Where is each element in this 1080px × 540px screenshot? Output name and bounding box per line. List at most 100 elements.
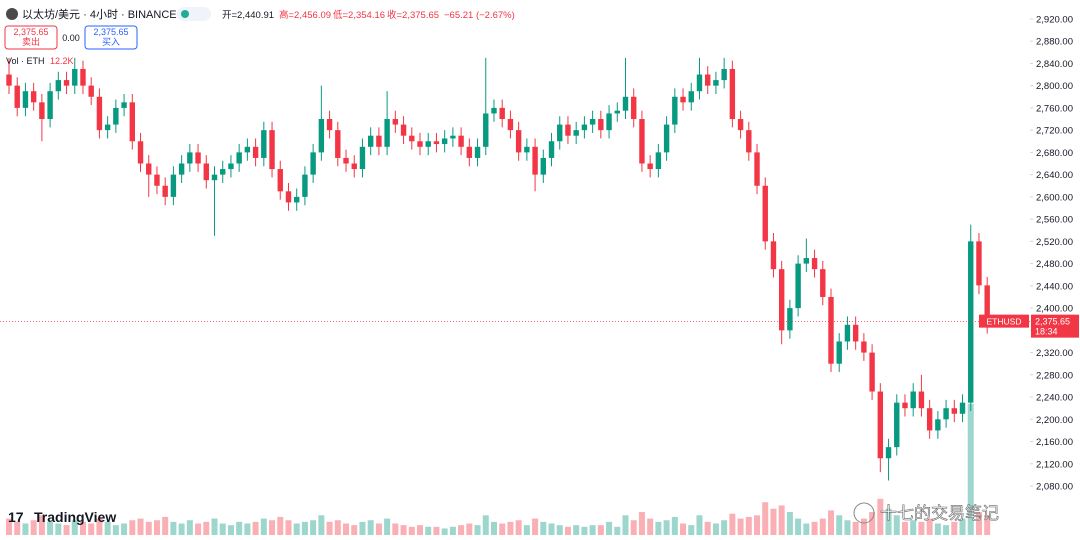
- candle-body: [959, 402, 966, 414]
- symbol-tag: [979, 314, 1029, 328]
- candle-body: [918, 391, 925, 409]
- volume-bar: [112, 525, 119, 535]
- volume-bar: [343, 523, 350, 535]
- candle-body: [902, 402, 908, 409]
- volume-bar: [326, 521, 333, 535]
- volume-bar: [885, 508, 892, 535]
- volume-bar: [466, 523, 473, 535]
- volume-bar: [901, 521, 908, 535]
- candle-body: [885, 447, 892, 459]
- candle-body: [655, 152, 662, 170]
- volume-bar: [597, 525, 604, 535]
- candle-body: [22, 91, 29, 108]
- candle-body: [261, 130, 267, 158]
- volume-bar: [926, 518, 933, 535]
- candle-body: [581, 124, 588, 131]
- candle-body: [302, 174, 308, 197]
- candle-body: [318, 119, 325, 153]
- candle-body: [721, 68, 727, 81]
- candle-body: [129, 102, 135, 142]
- candle-body: [565, 124, 571, 136]
- candle-body: [540, 157, 546, 175]
- volume-bar: [433, 526, 440, 535]
- ohlc-item: 开=2,440.91: [222, 10, 274, 21]
- candle-body: [499, 107, 505, 120]
- candle-body: [441, 138, 448, 145]
- volume-bar: [507, 521, 514, 535]
- y-tick-label: 2,800.00: [1036, 81, 1073, 92]
- volume-bar: [984, 514, 991, 535]
- volume-bar: [729, 513, 736, 535]
- y-tick-label: 2,680.00: [1036, 148, 1073, 159]
- candle-body: [384, 119, 390, 147]
- candle-body: [737, 119, 744, 131]
- y-tick-label: 2,920.00: [1036, 14, 1073, 25]
- sell-label: 卖出: [22, 36, 40, 47]
- volume-bar: [47, 521, 54, 535]
- candle-body: [55, 80, 62, 92]
- candle-body: [515, 130, 522, 153]
- y-tick-label: 2,880.00: [1036, 37, 1073, 48]
- volume-bar: [655, 521, 662, 535]
- volume-bar: [63, 525, 70, 535]
- candle-body: [195, 152, 201, 164]
- y-tick-label: 2,440.00: [1036, 281, 1073, 292]
- watermark: 十七的交易笔记: [880, 504, 999, 523]
- volume-bar: [828, 510, 834, 535]
- y-tick-label: 2,760.00: [1036, 103, 1073, 114]
- candle-body: [622, 96, 629, 111]
- volume-bar: [490, 521, 497, 535]
- ohlc-item: 高=2,456.09: [279, 9, 331, 21]
- candle-body: [688, 91, 694, 103]
- candle-body: [343, 157, 349, 164]
- candle-body: [351, 163, 357, 170]
- candle-body: [713, 80, 719, 86]
- candle-body: [335, 130, 341, 158]
- candle-body: [705, 74, 711, 86]
- volume-bar: [532, 518, 539, 535]
- volume-bar: [400, 525, 407, 535]
- volume-bar: [647, 518, 654, 535]
- status-dot: [181, 10, 189, 18]
- volume-bar: [260, 518, 267, 535]
- candle-body: [80, 68, 86, 86]
- volume-bar: [269, 520, 276, 535]
- candle-body: [762, 185, 768, 242]
- ohlc-item: −65.21 (−2.67%): [444, 10, 515, 21]
- candle-body: [976, 241, 982, 286]
- candle-body: [951, 408, 957, 414]
- volume-bar: [803, 523, 810, 535]
- volume-bar: [671, 516, 678, 535]
- y-tick-label: 2,080.00: [1036, 482, 1073, 493]
- candle-body: [820, 269, 826, 297]
- volume-bar: [14, 521, 21, 535]
- y-tick-label: 2,480.00: [1036, 259, 1073, 270]
- volume-bar: [482, 515, 489, 535]
- tv-logo-mark: 17: [8, 509, 24, 525]
- sell-button[interactable]: [4, 25, 58, 50]
- candle-body: [252, 146, 259, 158]
- candle-body: [910, 391, 916, 409]
- volume-bar: [836, 515, 843, 535]
- y-tick-label: 2,120.00: [1036, 459, 1073, 470]
- candle-body: [104, 124, 111, 131]
- candle-body: [14, 85, 20, 108]
- volume-bar: [441, 528, 448, 535]
- volume-value: 12.2K: [50, 56, 74, 66]
- volume-bar: [589, 525, 596, 535]
- volume-bar: [137, 518, 144, 535]
- volume-bar: [548, 523, 555, 535]
- price-tag: [1031, 314, 1079, 338]
- y-tick-label: 2,520.00: [1036, 237, 1073, 248]
- y-tick-label: 2,600.00: [1036, 192, 1073, 203]
- y-tick-label: 2,640.00: [1036, 170, 1073, 181]
- candle-body: [88, 85, 94, 97]
- candle-body: [359, 146, 366, 170]
- y-tick-label: 2,840.00: [1036, 59, 1073, 70]
- volume-bar: [852, 521, 859, 535]
- buy-button[interactable]: [84, 25, 138, 50]
- candle-body: [639, 119, 645, 164]
- volume-bar: [869, 512, 876, 535]
- candle-body: [450, 135, 456, 139]
- candle-body: [557, 124, 563, 142]
